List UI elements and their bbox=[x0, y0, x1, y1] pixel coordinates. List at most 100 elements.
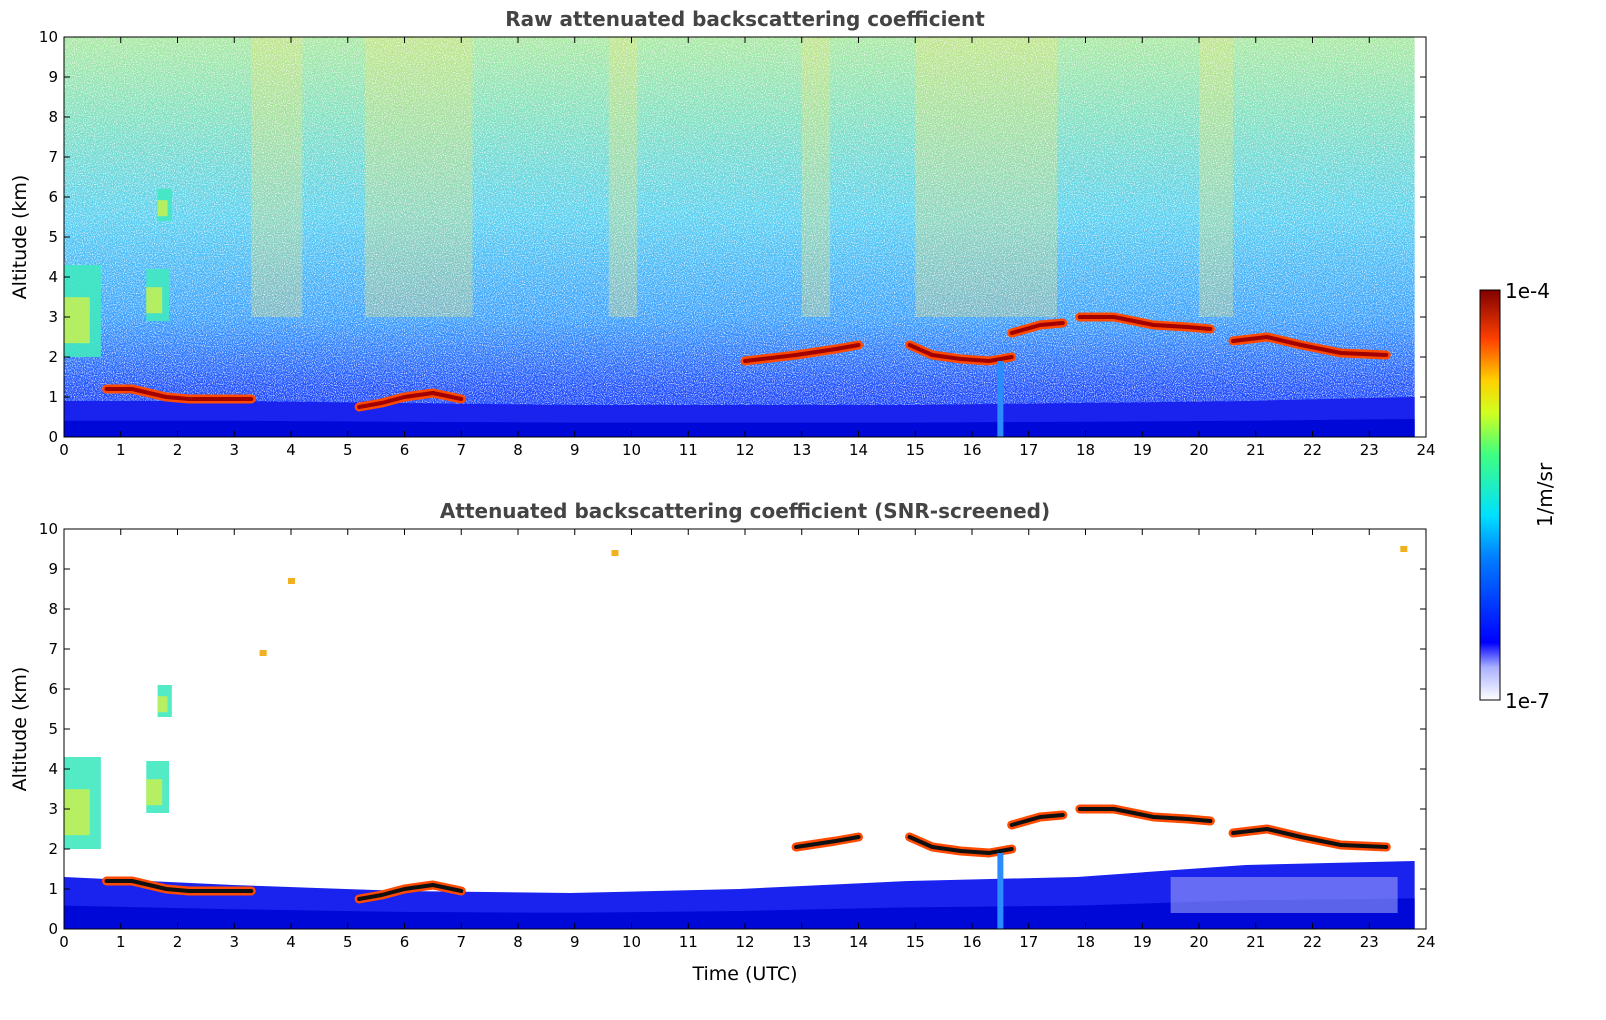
y-tick-label: 4 bbox=[48, 760, 58, 778]
y-tick-label: 0 bbox=[48, 920, 58, 938]
x-tick-label: 17 bbox=[1019, 441, 1038, 459]
cloud-core bbox=[1009, 813, 1065, 827]
aerosol-layer-core bbox=[64, 789, 90, 836]
screened-backscatter-panel: Attenuated backscattering coefficient (S… bbox=[9, 499, 1436, 985]
y-tick-label: 1 bbox=[48, 388, 58, 406]
x-tick-label: 0 bbox=[59, 933, 69, 951]
y-tick-label: 9 bbox=[48, 68, 58, 86]
x-tick-label: 18 bbox=[1076, 441, 1095, 459]
y-tick-label: 7 bbox=[48, 640, 58, 658]
x-axis-label: Time (UTC) bbox=[691, 963, 797, 985]
y-tick-label: 8 bbox=[48, 600, 58, 618]
y-axis-label: Altitude (km) bbox=[9, 667, 31, 792]
cloud-core bbox=[357, 391, 464, 409]
x-tick-label: 4 bbox=[286, 933, 296, 951]
boundary-layer-faint bbox=[1170, 877, 1398, 913]
x-tick-label: 5 bbox=[343, 441, 353, 459]
x-tick-label: 4 bbox=[286, 441, 296, 459]
x-tick-label: 16 bbox=[962, 933, 981, 951]
y-tick-label: 3 bbox=[48, 800, 58, 818]
chart-title: Attenuated backscattering coefficient (S… bbox=[440, 499, 1050, 523]
cloud-core bbox=[794, 835, 861, 849]
cloud-core bbox=[1009, 321, 1065, 335]
x-axis-ticks: 0 1 2 3 4 5 6 7 8 9 10 11 12 13 14 15 16 17 18 19 20 21 22 23 24 bbox=[59, 529, 1436, 951]
y-tick-label: 5 bbox=[48, 720, 58, 738]
x-axis-ticks: 0 1 2 3 4 5 6 7 8 9 10 11 12 13 14 15 16 17 18 19 20 21 22 23 24 bbox=[59, 37, 1436, 459]
x-tick-label: 19 bbox=[1133, 933, 1152, 951]
x-tick-label: 1 bbox=[116, 933, 126, 951]
colorbar-min-label: 1e-7 bbox=[1505, 689, 1550, 713]
x-tick-label: 20 bbox=[1189, 441, 1208, 459]
x-tick-label: 19 bbox=[1133, 441, 1152, 459]
y-tick-label: 3 bbox=[48, 308, 58, 326]
x-tick-label: 16 bbox=[962, 441, 981, 459]
x-tick-label: 17 bbox=[1019, 933, 1038, 951]
aerosol-layer-core bbox=[64, 297, 90, 344]
x-tick-label: 11 bbox=[679, 933, 698, 951]
y-tick-label: 0 bbox=[48, 428, 58, 446]
x-tick-label: 9 bbox=[570, 933, 580, 951]
y-axis-ticks: 0 1 2 3 4 5 6 7 8 9 10 bbox=[39, 520, 1426, 938]
x-tick-label: 7 bbox=[456, 441, 466, 459]
x-tick-label: 24 bbox=[1416, 933, 1435, 951]
x-tick-label: 2 bbox=[173, 933, 183, 951]
x-tick-label: 11 bbox=[679, 441, 698, 459]
plot-area bbox=[64, 37, 1415, 437]
boundary-layer-core bbox=[64, 898, 1415, 929]
y-tick-label: 2 bbox=[48, 840, 58, 858]
x-tick-label: 10 bbox=[622, 441, 641, 459]
x-tick-label: 23 bbox=[1360, 441, 1379, 459]
x-tick-label: 3 bbox=[229, 933, 239, 951]
x-tick-label: 8 bbox=[513, 933, 523, 951]
x-tick-label: 21 bbox=[1246, 933, 1265, 951]
echo-speck bbox=[259, 650, 267, 656]
x-tick-label: 13 bbox=[792, 441, 811, 459]
cloud-core bbox=[907, 835, 1014, 855]
echo-speck bbox=[611, 550, 619, 556]
x-tick-label: 8 bbox=[513, 441, 523, 459]
x-tick-label: 12 bbox=[735, 933, 754, 951]
x-tick-label: 0 bbox=[59, 441, 69, 459]
aerosol-layer-core bbox=[146, 779, 163, 806]
x-tick-label: 5 bbox=[343, 933, 353, 951]
y-tick-label: 10 bbox=[39, 520, 58, 538]
x-tick-label: 13 bbox=[792, 933, 811, 951]
chart-title: Raw attenuated backscattering coefficien… bbox=[505, 7, 985, 31]
y-tick-label: 6 bbox=[48, 680, 58, 698]
x-tick-label: 9 bbox=[570, 441, 580, 459]
y-tick-label: 8 bbox=[48, 108, 58, 126]
echo-speck bbox=[288, 578, 295, 584]
x-tick-label: 10 bbox=[622, 933, 641, 951]
aerosol-layer-core bbox=[146, 287, 163, 314]
x-tick-label: 6 bbox=[400, 441, 410, 459]
x-tick-label: 2 bbox=[173, 441, 183, 459]
raw-backscatter-panel: Raw attenuated backscattering coefficien… bbox=[9, 7, 1436, 459]
x-tick-label: 24 bbox=[1416, 441, 1435, 459]
x-tick-label: 14 bbox=[849, 933, 868, 951]
x-tick-label: 6 bbox=[400, 933, 410, 951]
y-axis-ticks: 0 1 2 3 4 5 6 7 8 9 10 bbox=[39, 28, 1426, 446]
noise-speckle bbox=[64, 37, 1415, 437]
colorbar-gradient bbox=[1479, 289, 1501, 701]
y-axis-label: Altitude (km) bbox=[9, 175, 31, 300]
precip-streak bbox=[997, 361, 1004, 437]
colorbar-max-label: 1e-4 bbox=[1505, 279, 1550, 303]
y-tick-label: 2 bbox=[48, 348, 58, 366]
cloud-core bbox=[1077, 807, 1213, 823]
x-tick-label: 21 bbox=[1246, 441, 1265, 459]
cloud-core bbox=[1231, 827, 1389, 849]
cloud-core bbox=[1077, 315, 1213, 331]
cloud-core bbox=[104, 387, 254, 401]
cloud-core bbox=[104, 879, 254, 893]
x-tick-label: 22 bbox=[1303, 441, 1322, 459]
colorbar-unit-label: 1/m/sr bbox=[1533, 462, 1557, 527]
x-tick-label: 15 bbox=[906, 933, 925, 951]
x-tick-label: 1 bbox=[116, 441, 126, 459]
cloud-core bbox=[743, 343, 861, 363]
echo-speck bbox=[1400, 546, 1408, 552]
x-tick-label: 20 bbox=[1189, 933, 1208, 951]
y-tick-label: 1 bbox=[48, 880, 58, 898]
x-tick-label: 14 bbox=[849, 441, 868, 459]
x-tick-label: 22 bbox=[1303, 933, 1322, 951]
